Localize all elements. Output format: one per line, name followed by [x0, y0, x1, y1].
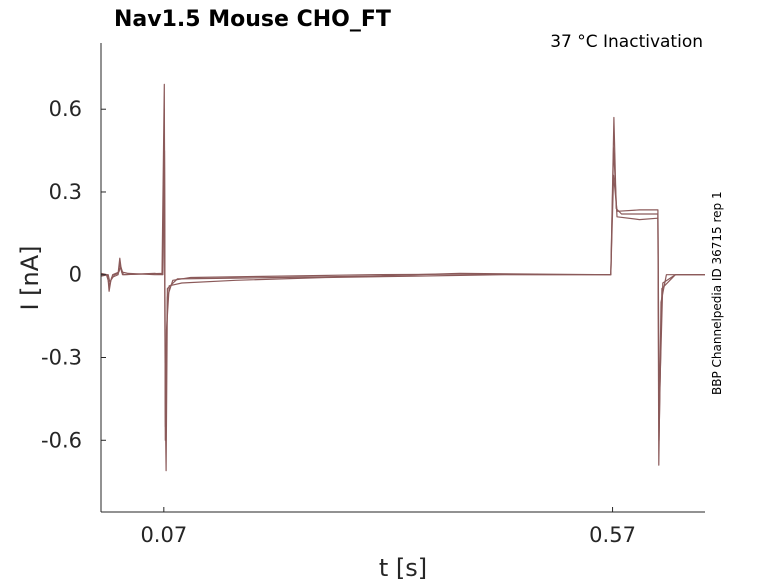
y-ticks: 0.6 0.3 0 -0.3 -0.6	[41, 97, 106, 452]
y-axis-label: I [nA]	[16, 245, 44, 310]
y-tick-label: 0	[69, 263, 82, 287]
x-tick-label: 0.57	[589, 523, 636, 547]
current-trace-3	[100, 150, 705, 441]
chart-title: Nav1.5 Mouse CHO_FT	[114, 7, 391, 32]
traces	[100, 83, 705, 472]
x-axis-label: t [s]	[379, 554, 427, 582]
y-tick-label: -0.6	[41, 428, 82, 452]
chart-subtitle: 37 °C Inactivation	[550, 32, 703, 52]
y-tick-label: -0.3	[41, 346, 82, 370]
y-tick-label: 0.6	[49, 97, 82, 121]
x-ticks: 0.07 0.57	[140, 507, 636, 547]
x-tick-label: 0.07	[140, 523, 187, 547]
y-tick-label: 0.3	[49, 180, 82, 204]
current-trace-1	[101, 83, 705, 472]
channelpedia-id-label: BBP Channelpedia ID 36715 rep 1	[710, 191, 724, 395]
